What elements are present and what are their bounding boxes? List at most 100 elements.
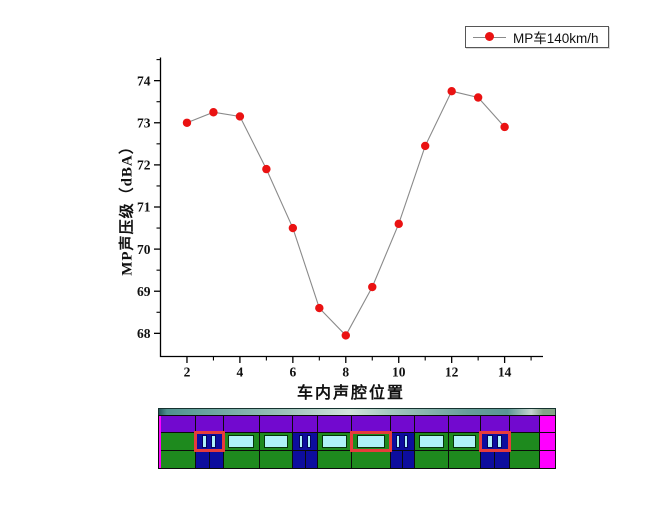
- y-tick-label: 73: [137, 115, 151, 130]
- x-axis-title: 车内声腔位置: [296, 385, 406, 402]
- train-door-bottom-left: [480, 451, 496, 468]
- y-tick-label: 74: [137, 73, 151, 88]
- train-door: [478, 430, 511, 453]
- y-tick-label: 69: [137, 284, 151, 299]
- train-lower-panel: [351, 451, 391, 468]
- train-window-pane: [356, 434, 385, 449]
- train-door: [390, 432, 415, 451]
- legend: MP车140km/h: [465, 26, 609, 48]
- train-upper-segment: [293, 416, 319, 432]
- train-door-pane-left: [202, 434, 208, 449]
- data-point: [315, 303, 324, 313]
- x-tick-label: 14: [498, 365, 512, 380]
- train-upper-segment: [223, 416, 260, 432]
- train-body: [158, 415, 556, 469]
- train-upper-segment: [480, 416, 510, 432]
- data-point: [235, 112, 245, 121]
- train-upper-segment: [159, 416, 196, 432]
- train-lower-panel: [509, 451, 541, 468]
- axes: [159, 57, 543, 358]
- y-tick-label: 72: [137, 158, 151, 173]
- legend-line-marker-icon: [473, 32, 506, 42]
- train-upper-segment: [318, 416, 352, 432]
- train-end-segment: [540, 451, 555, 468]
- x-tick-label: 12: [445, 365, 459, 380]
- train-door: [293, 432, 319, 451]
- train-door-bottom-right: [305, 451, 318, 468]
- data-point: [288, 223, 298, 233]
- train-upper-segment: [414, 416, 450, 432]
- legend-dot-icon: [485, 32, 494, 42]
- train-window-pane: [263, 434, 288, 449]
- train-window: [449, 432, 481, 451]
- train-window-pane: [418, 434, 444, 449]
- train-schematic-image: [158, 408, 556, 469]
- train-door-panes: [293, 433, 317, 451]
- data-point: [341, 331, 350, 340]
- train-window-pane: [228, 434, 255, 449]
- train-door-panes: [196, 433, 223, 451]
- train-door-pane-right: [496, 434, 503, 449]
- train-panel: [159, 432, 196, 451]
- train-door-pane-right: [403, 434, 409, 449]
- train-door-bottom: [390, 451, 415, 468]
- data-point: [473, 93, 483, 102]
- y-tick-label: 68: [137, 326, 151, 341]
- train-window: [414, 432, 450, 451]
- x-tick-label: 10: [392, 365, 406, 380]
- train-door-pane-left: [298, 434, 304, 449]
- y-tick-label: 71: [137, 200, 151, 215]
- train-lower-band: [159, 451, 555, 468]
- train-door-bottom-left: [195, 451, 210, 468]
- train-upper-segment: [509, 416, 541, 432]
- x-tick-label: 8: [342, 365, 349, 380]
- train-roof-strip: [158, 408, 556, 415]
- train-panel: [509, 432, 541, 451]
- train-door-bottom-left: [390, 451, 403, 468]
- train-lower-panel: [414, 451, 450, 468]
- data-point: [182, 118, 192, 127]
- train-door-panes: [481, 433, 509, 451]
- train-door-pane-left: [487, 434, 493, 449]
- train-door-bottom-left: [293, 451, 306, 468]
- train-window: [349, 430, 392, 453]
- train-lower-panel: [449, 451, 481, 468]
- train-lower-panel: [259, 451, 294, 468]
- train-lower-panel: [223, 451, 260, 468]
- y-tick-label: 70: [137, 242, 151, 257]
- train-upper-band: [159, 416, 555, 433]
- data-point: [447, 86, 456, 96]
- legend-label: MP车140km/h: [513, 31, 599, 46]
- train-upper-segment: [259, 416, 294, 432]
- train-left-endcap: [159, 416, 161, 468]
- train-end-segment: [540, 416, 555, 432]
- data-line: [186, 90, 506, 337]
- y-axis-title: MP声压级（dBA）: [119, 138, 136, 276]
- train-window-pane: [322, 434, 347, 449]
- train-door-pane-left: [396, 434, 401, 449]
- x-tick-label: 6: [289, 365, 296, 380]
- train-lower-panel: [318, 451, 352, 468]
- data-point: [500, 122, 509, 132]
- train-door-bottom-right: [495, 451, 509, 468]
- train-upper-segment: [390, 416, 415, 432]
- train-window: [223, 432, 260, 451]
- train-upper-segment: [351, 416, 391, 432]
- train-window: [259, 432, 294, 451]
- train-door-bottom: [480, 451, 510, 468]
- train-lower-panel: [159, 451, 196, 468]
- train-door: [193, 430, 225, 453]
- x-tick-label: 2: [184, 365, 191, 380]
- train-window: [318, 432, 352, 451]
- data-point: [368, 282, 377, 292]
- train-door-bottom-right: [402, 451, 414, 468]
- train-door-pane-right: [211, 434, 217, 449]
- train-upper-segment: [195, 416, 224, 432]
- data-point: [421, 141, 430, 151]
- x-tick-label: 4: [237, 365, 244, 380]
- train-window-band: [159, 430, 555, 453]
- train-door-pane-right: [306, 434, 312, 449]
- train-upper-segment: [449, 416, 481, 432]
